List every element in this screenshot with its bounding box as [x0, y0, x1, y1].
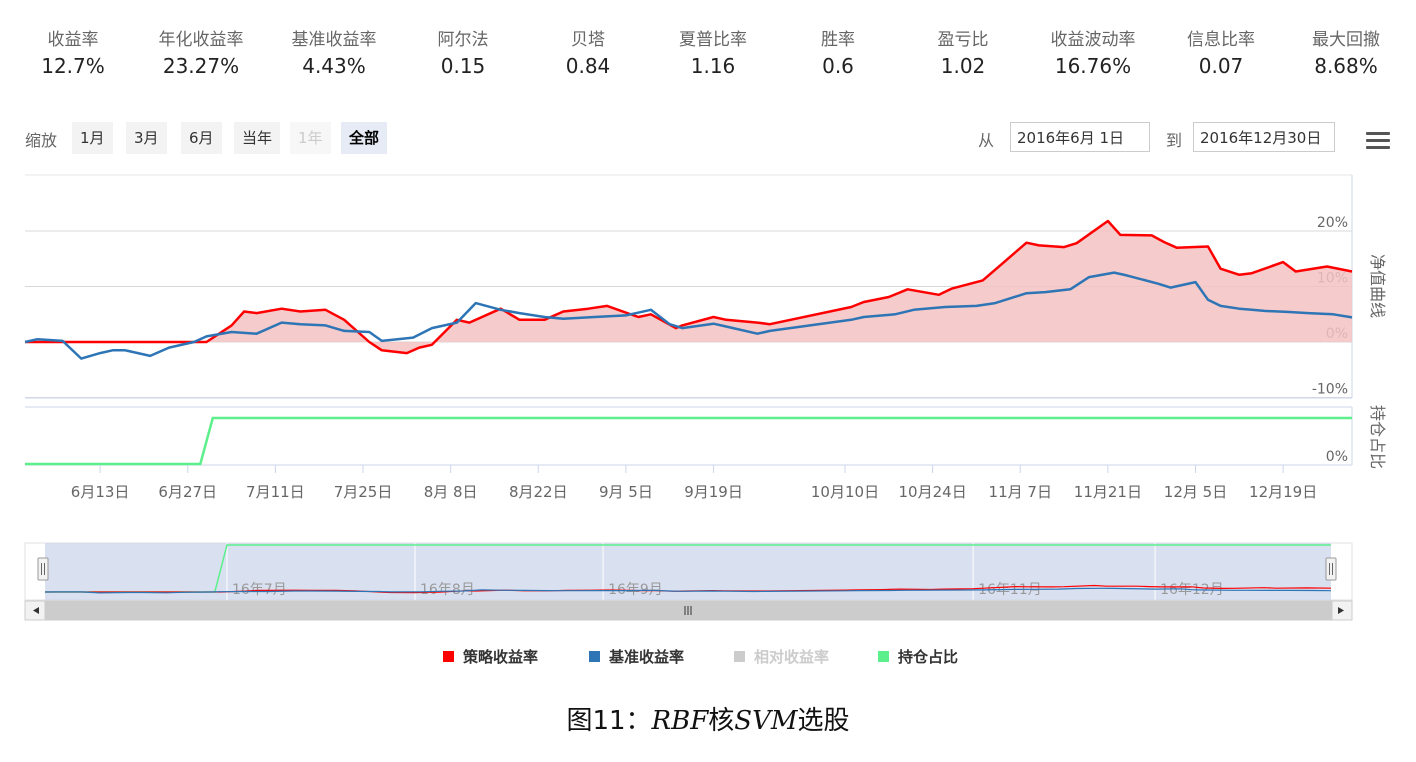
caption-prefix: 图11： — [566, 706, 652, 736]
lower-y-tick-label: 0% — [1326, 449, 1348, 465]
benchmark-series-line — [24, 271, 1353, 360]
legend-label-relative: 相对收益率 — [754, 648, 830, 666]
stat-label: 胜率 — [821, 30, 855, 50]
stat-label: 夏普比率 — [679, 30, 747, 50]
legend-item-relative[interactable]: 相对收益率 — [734, 646, 829, 668]
scroll-left-arrow-icon[interactable] — [33, 607, 39, 614]
stat-value: 16.76% — [1054, 54, 1132, 78]
y-tick-label: -10% — [1312, 382, 1348, 398]
x-tick-label: 7月11日 — [246, 483, 305, 501]
stat-item: 盈亏比 1.02 — [938, 28, 989, 80]
zoom-all-button[interactable]: 全部 — [341, 122, 388, 154]
stat-label: 年化收益率 — [158, 30, 244, 50]
legend-swatch-position — [878, 651, 889, 662]
stat-item: 贝塔 0.84 — [566, 28, 611, 80]
legend-label-strategy: 策略收益率 — [463, 648, 539, 666]
hamburger-menu-icon[interactable] — [1366, 132, 1390, 150]
legend-item-position[interactable]: 持仓占比 — [878, 646, 958, 668]
zoom-ytd-button[interactable]: 当年 — [234, 122, 281, 154]
x-tick-label: 8月 8日 — [424, 483, 478, 501]
x-tick-label: 10月24日 — [899, 483, 967, 501]
x-tick-label: 10月10日 — [811, 483, 879, 501]
strategy-area — [25, 221, 1352, 354]
stat-value: 12.7% — [41, 54, 105, 78]
x-tick-label: 6月13日 — [71, 483, 130, 501]
legend-swatch-strategy — [443, 651, 454, 662]
lower-axis-title: 持仓占比 — [1368, 405, 1387, 469]
stat-value: 0.84 — [565, 54, 611, 78]
caption-rbf: RBF — [651, 706, 709, 736]
caption-mid: 核 — [708, 706, 735, 736]
stat-value: 4.43% — [302, 54, 366, 78]
stat-item: 胜率 0.6 — [821, 28, 855, 80]
x-tick-label: 12月 5日 — [1164, 483, 1227, 501]
x-tick-label: 8月22日 — [509, 483, 568, 501]
caption-svm: SVM — [734, 706, 798, 736]
from-label: 从 — [978, 131, 995, 150]
zoom-6m-button[interactable]: 6月 — [181, 122, 222, 154]
navigator-left-handle[interactable] — [37, 557, 49, 581]
x-tick-label: 7月25日 — [334, 483, 393, 501]
zoom-3m-button[interactable]: 3月 — [126, 122, 167, 154]
scroll-right-arrow-icon[interactable] — [1338, 607, 1344, 614]
zoom-1y-button: 1年 — [290, 122, 331, 154]
x-tick-label: 9月 5日 — [599, 483, 653, 501]
stat-label: 信息比率 — [1187, 30, 1255, 50]
stat-value: 0.07 — [1198, 54, 1244, 78]
legend-item-strategy[interactable]: 策略收益率 — [443, 646, 538, 668]
figure-caption: 图11：RBF核SVM选股 — [0, 700, 1416, 737]
stat-value: 0.15 — [440, 54, 486, 78]
zoom-1m-button[interactable]: 1月 — [72, 122, 113, 154]
navigator-benchmark-line — [44, 587, 1332, 594]
stat-label: 收益率 — [47, 30, 99, 50]
stat-item: 年化收益率 23.27% — [159, 28, 244, 80]
x-tick-label: 9月19日 — [684, 483, 743, 501]
stat-label: 最大回撤 — [1312, 30, 1380, 50]
x-tick-label: 6月27日 — [158, 483, 217, 501]
x-tick-label: 12月19日 — [1249, 483, 1317, 501]
caption-suffix: 选股 — [797, 706, 850, 736]
stats-bar: 收益率 12.7% 年化收益率 23.27% 基准收益率 4.43% 阿尔法 0.15 贝塔 0.… — [0, 28, 1416, 88]
stat-item: 夏普比率 1.16 — [679, 28, 747, 80]
stat-label: 基准收益率 — [291, 30, 377, 50]
stat-label: 贝塔 — [571, 30, 605, 50]
legend-label-position: 持仓占比 — [898, 648, 959, 666]
navigator-label: 16年8月 — [420, 582, 475, 598]
stat-label: 阿尔法 — [437, 30, 489, 50]
to-date-input[interactable]: 2016年12月30日 — [1193, 122, 1335, 152]
stat-item: 最大回撤 8.68% — [1312, 28, 1380, 80]
handle-body[interactable] — [37, 557, 49, 581]
y-tick-label: 20% — [1317, 215, 1348, 231]
from-date-input[interactable]: 2016年6月 1日 — [1010, 122, 1150, 152]
to-label: 到 — [1166, 131, 1183, 150]
stat-item: 信息比率 0.07 — [1187, 28, 1255, 80]
stat-value: 8.68% — [1314, 54, 1378, 78]
legend-swatch-benchmark — [589, 651, 600, 662]
upper-axis-title: 净值曲线 — [1368, 254, 1387, 318]
handle-body[interactable] — [1325, 557, 1337, 581]
stat-item: 基准收益率 4.43% — [292, 28, 377, 80]
stat-value: 1.16 — [690, 54, 736, 78]
stat-value: 1.02 — [940, 54, 986, 78]
position-series-line — [25, 416, 1352, 466]
stat-label: 盈亏比 — [937, 30, 989, 50]
legend-item-benchmark[interactable]: 基准收益率 — [589, 646, 684, 668]
stat-item: 收益率 12.7% — [41, 28, 105, 80]
stat-item: 阿尔法 0.15 — [438, 28, 489, 80]
x-tick-label: 11月21日 — [1074, 483, 1142, 501]
navigator-right-handle[interactable] — [1325, 557, 1337, 581]
x-tick-label: 11月 7日 — [989, 483, 1052, 501]
legend-label-benchmark: 基准收益率 — [609, 648, 685, 666]
legend-swatch-relative — [734, 651, 745, 662]
strategy-series-line — [25, 219, 1353, 355]
zoom-label: 缩放 — [25, 131, 58, 150]
stat-label: 收益波动率 — [1050, 30, 1136, 50]
stat-value: 23.27% — [162, 54, 240, 78]
stat-item: 收益波动率 16.76% — [1051, 28, 1136, 80]
stat-value: 0.6 — [822, 54, 854, 78]
